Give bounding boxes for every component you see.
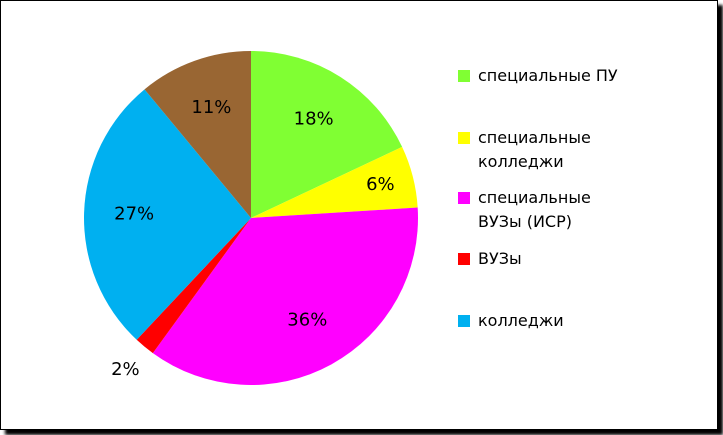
legend-label: ВУЗы — [478, 249, 522, 268]
pie-slice — [152, 207, 419, 385]
data-label: 36% — [287, 309, 327, 330]
legend-label: специальные ВУЗы (ИСР) — [478, 188, 591, 231]
pie-slice — [83, 89, 251, 340]
legend-label: специальные ПУ — [478, 66, 618, 85]
pie-slice — [144, 51, 251, 218]
legend-label: специальные колледжи — [478, 128, 591, 171]
data-label: 6% — [366, 174, 395, 195]
legend-swatch — [458, 315, 470, 327]
data-label: 11% — [191, 97, 231, 118]
legend-label: колледжи — [478, 311, 564, 330]
legend-swatch — [458, 70, 470, 82]
pie-slice — [136, 218, 251, 354]
data-label: 18% — [294, 108, 334, 129]
data-label: 2% — [111, 359, 140, 380]
pie-slice — [251, 146, 418, 218]
chart: 18% 6% 36% 2% 27% 11% — [83, 51, 419, 385]
legend-swatch — [458, 192, 470, 204]
pie-slice — [251, 51, 403, 218]
data-label: 27% — [114, 203, 154, 224]
legend-swatch — [458, 132, 470, 144]
legend-swatch — [458, 253, 470, 265]
